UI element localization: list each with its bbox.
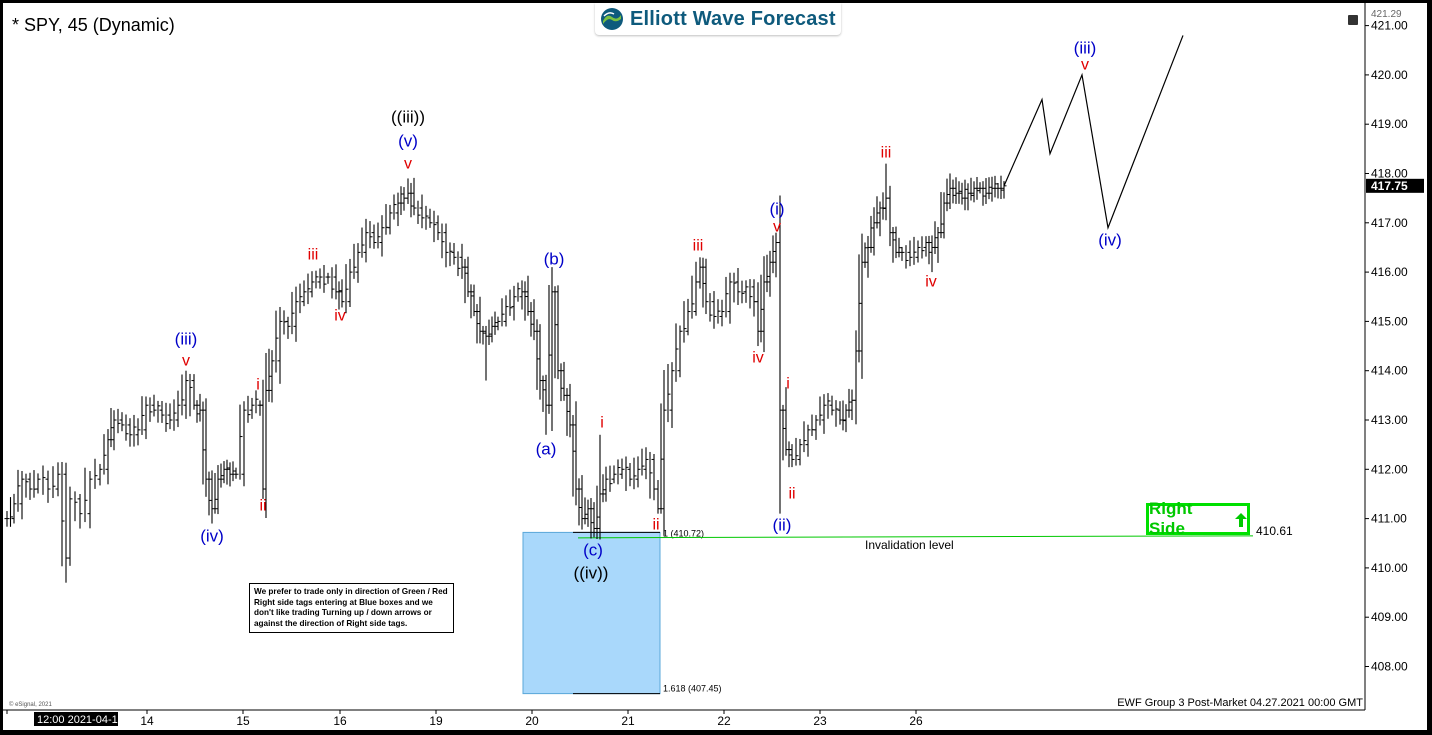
logo-globe-icon [601,8,623,30]
top-price-label: 421.29 [1371,9,1402,20]
wave-label: i [256,376,260,394]
wave-label: (iv) [200,526,224,546]
esignal-copyright: © eSignal, 2021 [9,702,52,708]
chart-settings-icon[interactable] [1348,15,1358,25]
wave-label: i [600,414,604,432]
right-side-tag: Right Side [1146,499,1250,538]
ohlc-bars [4,163,1007,583]
wave-label: (c) [583,540,603,560]
wave-label: (a) [535,439,557,459]
price-chart[interactable]: 1 (410.72) 1.618 (407.45) Invalidation lev… [3,3,1427,730]
price-tick-label: 414.00 [1371,364,1408,378]
price-tick-label: 415.00 [1371,314,1408,328]
wave-label: (v) [398,131,418,151]
blue-box-bottom-label: 1.618 (407.45) [663,684,722,694]
invalidation-value: 410.61 [1256,524,1293,538]
wave-label: (ii) [772,515,792,535]
right-side-label: Right Side [1149,499,1193,538]
blue-box [522,531,661,695]
time-tick-label: 26 [909,714,923,728]
last-price-tag [1366,178,1424,193]
time-tick-label: 22 [717,714,731,728]
price-tick-label: 411.00 [1371,512,1407,526]
time-cursor-tag [34,712,118,726]
wave-label: v [1081,56,1089,74]
footer-status: EWF Group 3 Post-Market 04.27.2021 00:00… [1117,697,1363,709]
wave-label: iv [752,349,764,367]
invalidation-label: Invalidation level [865,538,954,552]
wave-label: iii [307,246,319,264]
blue-box-top-label: 1 (410.72) [663,528,704,538]
time-tick-label: 23 [813,714,827,728]
wave-label: iii [880,144,892,162]
wave-label: (iii) [174,329,198,349]
time-tick-label: 19 [429,714,443,728]
price-tick-label: 408.00 [1371,660,1408,674]
price-axis: 408.00 409.00 410.00 411.00 412.00 413.00 414.… [1364,3,1424,710]
wave-label: ((iv)) [573,563,609,583]
price-tick-label: 417.00 [1371,216,1408,230]
wave-label: iii [692,237,704,255]
price-tick-label: 409.00 [1371,610,1408,624]
wave-label: (iv) [1098,230,1122,250]
price-tick-label: 410.00 [1371,561,1408,575]
wave-label: ii [652,516,660,534]
projection-path [1003,35,1184,230]
wave-label: i [786,375,790,393]
price-tick-label: 416.00 [1371,265,1408,279]
last-price-label: 417.75 [1371,179,1408,193]
wave-label: (iii) [1073,38,1097,58]
blue-box-layer: 1 (410.72) 1.618 (407.45) Invalidation lev… [522,524,1293,695]
wave-label: v [404,155,412,173]
time-tick-label: 12:00 2021-04-12 [37,714,124,726]
wave-label: iv [334,307,346,325]
disclaimer-box: We prefer to trade only in direction of … [249,583,454,633]
time-tick-label: 14 [140,714,154,728]
wave-projection [1003,35,1184,230]
time-tick-label: 21 [621,714,635,728]
elliott-wave-forecast-logo[interactable]: Elliott Wave Forecast [595,3,841,35]
logo-text: Elliott Wave Forecast [630,7,836,30]
price-tick-label: 421.00 [1371,19,1408,33]
wave-label: ii [259,497,267,515]
price-tick-label: 419.00 [1371,117,1408,131]
price-tick-label: 418.00 [1371,167,1408,181]
up-arrow-icon [1235,512,1247,527]
price-tick-label: 412.00 [1371,462,1408,476]
wave-label: iv [925,273,937,291]
time-tick-label: 15 [236,714,250,728]
wave-label: (b) [543,249,565,269]
time-tick-label: 20 [525,714,539,728]
wave-label: (i) [769,199,785,219]
symbol-title: * SPY, 45 (Dynamic) [12,15,175,35]
price-tick-label: 413.00 [1371,413,1408,427]
wave-label: v [773,218,781,236]
invalidation-line [577,535,1254,539]
wave-label: ii [788,485,796,503]
time-axis: 12:00 2021-04-12 14 15 16 19 20 21 22 23 26 [3,709,1365,728]
wave-label: v [182,352,190,370]
wave-label: ((iii)) [391,107,425,127]
price-tick-label: 420.00 [1371,68,1408,82]
chart-panel[interactable]: 1 (410.72) 1.618 (407.45) Invalidation lev… [3,3,1427,730]
time-tick-label: 16 [333,714,347,728]
